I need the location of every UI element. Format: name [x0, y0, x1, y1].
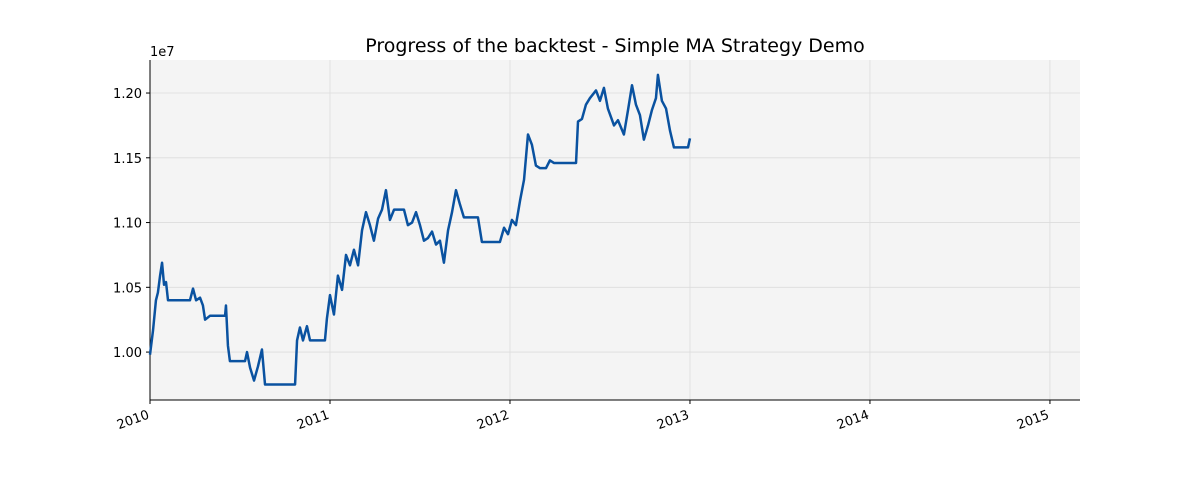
y-tick-label: 1.20 — [113, 87, 142, 102]
y-tick-label: 1.00 — [113, 346, 142, 361]
x-tick-label: 2013 — [655, 408, 691, 433]
y-tick-label: 1.10 — [113, 217, 142, 232]
x-tick-label: 2011 — [295, 408, 331, 433]
x-tick-label: 2012 — [475, 408, 511, 433]
chart-title: Progress of the backtest - Simple MA Str… — [365, 35, 865, 57]
x-tick-label: 2015 — [1015, 408, 1051, 433]
x-tick-label: 2010 — [115, 408, 151, 433]
series-line — [148, 73, 692, 386]
y-tick-label: 1.05 — [113, 281, 142, 296]
plot-area — [150, 60, 1080, 400]
y-offset-label: 1e7 — [150, 45, 175, 60]
y-tick-label: 1.15 — [113, 152, 142, 167]
x-tick-label: 2014 — [835, 408, 871, 433]
